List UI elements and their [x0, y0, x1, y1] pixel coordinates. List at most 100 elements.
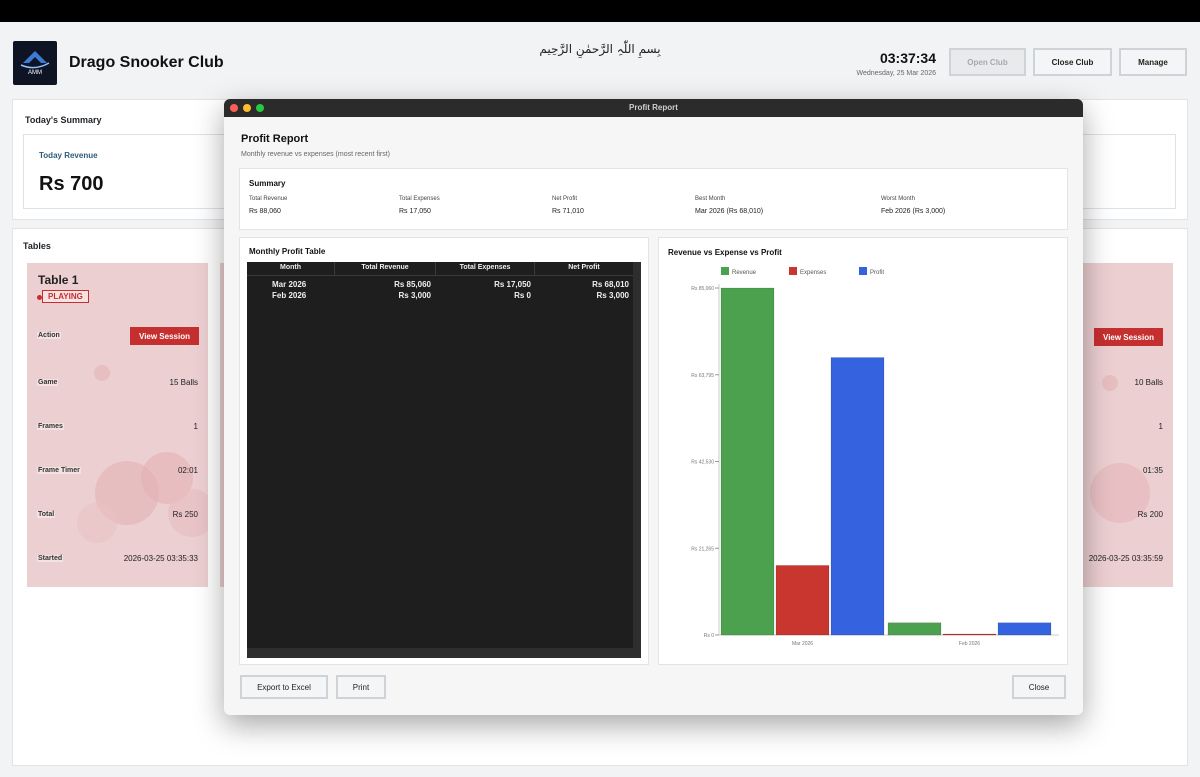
manage-button[interactable]: Manage — [1119, 48, 1187, 76]
column-header-total-revenue[interactable]: Total Revenue — [361, 264, 409, 271]
frame-timer-value: 01:35 — [1142, 466, 1163, 475]
close-window-icon[interactable] — [230, 104, 238, 112]
clock-date: Wednesday, 25 Mar 2026 — [856, 70, 936, 77]
bar-expenses — [775, 565, 830, 636]
system-top-bar — [0, 0, 1200, 22]
bar-expenses — [942, 633, 997, 636]
total-revenue-label: Total Revenue — [249, 196, 288, 202]
clock-time: 03:37:34 — [879, 50, 936, 66]
column-header-month[interactable]: Month — [280, 264, 301, 271]
snooker-balls-background — [1090, 375, 1150, 523]
today-revenue-card: Today Revenue Rs 700 — [23, 134, 243, 209]
legend-swatch — [721, 267, 729, 275]
horizontal-scrollbar[interactable] — [247, 648, 633, 658]
chart-box: Revenue vs Expense vs Profit Rs 0 Rs 21,2… — [658, 237, 1068, 665]
cell-month: Mar 2026 — [272, 280, 307, 289]
game-value: 10 Balls — [1134, 378, 1163, 387]
bar-revenue — [720, 287, 775, 636]
status-badge: PLAYING — [42, 290, 89, 303]
todays-summary-title: Today's Summary — [25, 115, 102, 125]
y-tick-label: Rs 42,530 — [691, 460, 714, 466]
print-button[interactable]: Print — [336, 675, 386, 699]
total-revenue-value: Rs 88,060 — [249, 208, 281, 215]
window-titlebar[interactable]: Profit Report — [224, 99, 1083, 117]
bar-revenue — [887, 622, 942, 636]
table-card: Table 1 PLAYING Action View Session Game… — [27, 263, 208, 587]
cell-net-profit: Rs 3,000 — [596, 291, 629, 300]
vertical-scrollbar[interactable] — [633, 262, 641, 658]
frame-timer-label: Frame Timer — [37, 467, 81, 474]
view-session-button[interactable]: View Session — [130, 327, 199, 345]
y-tick-label: Rs 85,060 — [691, 286, 714, 292]
window-title: Profit Report — [629, 103, 678, 112]
column-header-net-profit[interactable]: Net Profit — [568, 264, 600, 271]
summary-card — [1080, 134, 1176, 209]
cell-total-revenue: Rs 85,060 — [394, 280, 431, 289]
cell-total-expenses: Rs 0 — [514, 291, 531, 300]
net-profit-label: Net Profit — [552, 196, 578, 202]
revenue-expense-profit-chart: Rs 0 Rs 21,265 Rs 42,530 Rs 63,795 Rs 85,060… — [691, 267, 1059, 647]
profit-report-window: Profit Report Profit Report Monthly reve… — [224, 99, 1083, 715]
close-button[interactable]: Close — [1012, 675, 1066, 699]
cell-total-expenses: Rs 17,050 — [494, 280, 531, 289]
legend-swatch — [859, 267, 867, 275]
summary-title: Summary — [249, 179, 286, 188]
bar-profit — [830, 357, 885, 636]
report-subtitle: Monthly revenue vs expenses (most recent… — [241, 151, 391, 158]
column-header-total-expenses[interactable]: Total Expenses — [459, 264, 511, 271]
table-title: Table 1 — [38, 273, 79, 287]
export-to-excel-button[interactable]: Export to Excel — [240, 675, 328, 699]
summary-box: Summary Total Revenue Rs 88,060 Total Ex… — [239, 168, 1068, 230]
best-month-value: Mar 2026 (Rs 68,010) — [695, 208, 764, 215]
worst-month-value: Feb 2026 (Rs 3,000) — [881, 208, 946, 215]
bar-profit — [997, 622, 1052, 636]
column-divider — [534, 262, 535, 276]
table-card: View Session 10 Balls 1 01:35 Rs 200 202… — [1080, 263, 1173, 587]
maximize-window-icon[interactable] — [256, 104, 264, 112]
cell-net-profit: Rs 68,010 — [592, 280, 629, 289]
club-logo: AMM — [13, 41, 57, 85]
started-label: Started — [37, 555, 64, 562]
chart-title: Revenue vs Expense vs Profit — [668, 248, 782, 257]
net-profit-value: Rs 71,010 — [552, 208, 584, 215]
minimize-window-icon[interactable] — [243, 104, 251, 112]
frames-label: Frames — [37, 423, 64, 430]
y-tick-label: Rs 0 — [704, 633, 715, 639]
game-label: Game — [37, 379, 59, 386]
y-tick-label: Rs 63,795 — [691, 373, 714, 379]
column-divider — [334, 262, 335, 276]
legend-swatch — [789, 267, 797, 275]
column-divider — [435, 262, 436, 276]
today-revenue-label: Today Revenue — [39, 151, 98, 160]
snooker-balls-background — [77, 365, 208, 543]
frames-value: 1 — [193, 422, 198, 431]
total-value: Rs 200 — [1137, 510, 1163, 519]
game-value: 15 Balls — [169, 378, 198, 387]
legend-label: Revenue — [732, 270, 757, 276]
frames-value: 1 — [1158, 422, 1163, 431]
total-expenses-label: Total Expenses — [399, 196, 440, 202]
today-revenue-value: Rs 700 — [39, 173, 104, 195]
close-club-button[interactable]: Close Club — [1033, 48, 1112, 76]
app-title: Drago Snooker Club — [69, 54, 224, 71]
total-label: Total — [37, 511, 56, 518]
view-session-button[interactable]: View Session — [1094, 328, 1163, 346]
status-dot — [37, 295, 42, 300]
open-club-button[interactable]: Open Club — [949, 48, 1026, 76]
profit-table-title: Monthly Profit Table — [249, 247, 326, 256]
svg-text:AMM: AMM — [28, 70, 42, 76]
cell-total-revenue: Rs 3,000 — [398, 291, 431, 300]
total-value: Rs 250 — [172, 510, 198, 519]
cell-month: Feb 2026 — [272, 291, 307, 300]
worst-month-label: Worst Month — [881, 196, 915, 202]
frame-timer-value: 02:01 — [177, 466, 198, 475]
y-tick-label: Rs 21,265 — [691, 546, 714, 552]
x-tick-label: Feb 2026 — [959, 641, 980, 647]
best-month-label: Best Month — [695, 196, 726, 202]
x-tick-label: Mar 2026 — [792, 641, 813, 647]
legend-label: Profit — [870, 270, 884, 276]
started-value: 2026-03-25 03:35:33 — [123, 554, 198, 563]
tables-title: Tables — [23, 241, 51, 251]
profit-table[interactable]: Month Total Revenue Total Expenses Net P… — [247, 262, 641, 658]
action-label: Action — [37, 332, 61, 339]
